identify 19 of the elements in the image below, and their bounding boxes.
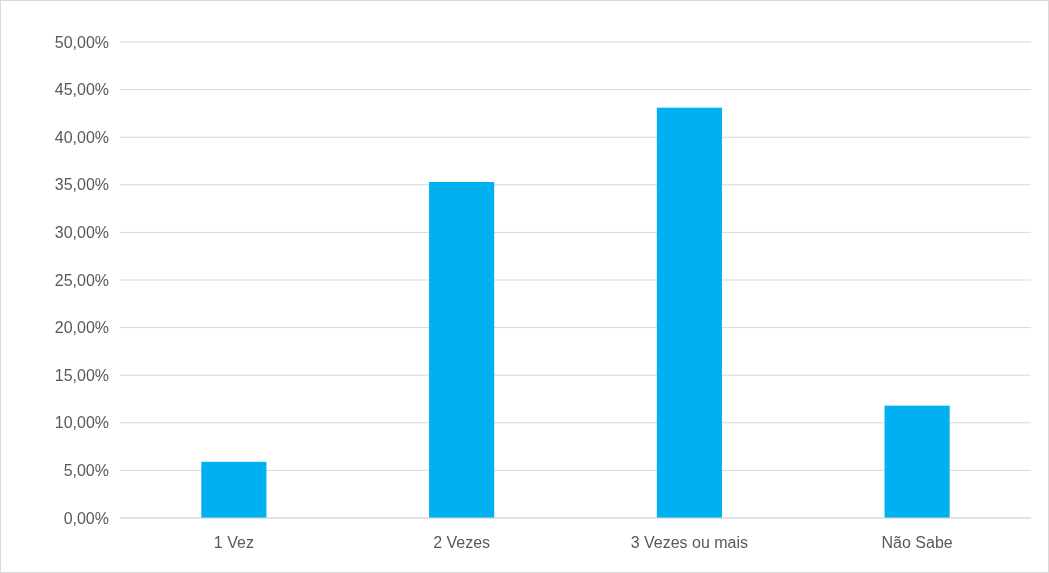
- bar: [429, 181, 495, 518]
- x-tick-label: 2 Vezes: [433, 534, 491, 551]
- y-tick-label: 40,00%: [54, 128, 109, 146]
- x-tick-label: 1 Vez: [213, 534, 254, 551]
- y-tick-label: 15,00%: [54, 366, 109, 384]
- y-tick-label: 35,00%: [54, 176, 109, 194]
- y-tick-label: 25,00%: [54, 271, 109, 289]
- y-tick-label: 45,00%: [54, 81, 109, 99]
- y-tick-label: 0,00%: [63, 509, 109, 527]
- y-tick-label: 20,00%: [54, 319, 109, 337]
- y-tick-label: 30,00%: [54, 224, 109, 241]
- y-tick-label: 50,00%: [54, 33, 109, 51]
- bar: [656, 107, 722, 518]
- bar: [884, 405, 950, 518]
- y-tick-label: 5,00%: [63, 462, 109, 479]
- bar: [201, 461, 267, 518]
- x-tick-label: 3 Vezes ou mais: [630, 534, 749, 551]
- y-tick-label: 10,00%: [54, 414, 109, 432]
- x-tick-label: Não Sabe: [881, 534, 953, 551]
